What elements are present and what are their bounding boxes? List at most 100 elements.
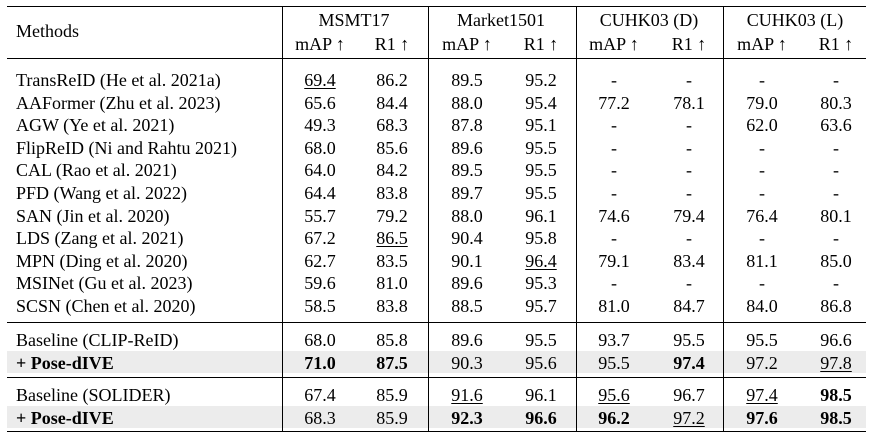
method-name: + Pose-dIVE	[16, 407, 114, 428]
metric-value: 84.2	[376, 160, 408, 181]
group-rule	[7, 377, 866, 378]
metric-value: -	[833, 273, 839, 294]
metric-header-map: mAP ↑	[589, 34, 639, 54]
metric-value: 89.5	[451, 160, 483, 181]
metric-header-map: mAP ↑	[442, 34, 492, 54]
metric-value: 95.5	[525, 330, 557, 350]
metric-value: -	[686, 273, 692, 294]
metric-value: 89.6	[451, 330, 483, 350]
metric-value: 84.7	[673, 296, 705, 316]
metric-value: 68.0	[304, 330, 336, 350]
metric-value: 88.5	[451, 296, 483, 316]
metric-value: 95.5	[673, 330, 705, 350]
metric-value: 80.1	[820, 205, 852, 226]
metric-value: 96.6	[820, 330, 852, 350]
metric-value: 64.4	[304, 183, 336, 203]
metric-value: 95.5	[746, 330, 778, 350]
metric-value: -	[611, 115, 617, 136]
metric-value: 69.4	[304, 70, 336, 90]
metric-header-r1: R1 ↑	[523, 34, 559, 54]
metric-value: 97.2	[746, 352, 778, 373]
metric-value: 85.0	[820, 250, 852, 271]
metric-value: 93.7	[598, 330, 630, 350]
metric-value: -	[611, 160, 617, 181]
metric-value: 65.6	[304, 92, 336, 113]
metric-value: -	[833, 160, 839, 181]
metric-value: 89.6	[451, 137, 483, 158]
method-name: TransReID (He et al. 2021a)	[16, 70, 221, 90]
metric-value: 80.3	[820, 92, 852, 113]
metric-value: 84.0	[746, 296, 778, 316]
method-name: SCSN (Chen et al. 2020)	[16, 296, 196, 316]
header-rule	[7, 58, 866, 59]
metric-value: 68.3	[304, 407, 336, 428]
dataset-header-cuhk03-l: CUHK03 (L)	[746, 10, 844, 30]
metric-value: 96.7	[673, 385, 705, 405]
metric-value: 85.8	[376, 330, 408, 350]
metric-header-r1: R1 ↑	[374, 34, 410, 54]
metric-value: 95.2	[525, 70, 557, 90]
metric-value: 83.4	[673, 250, 705, 271]
metric-value: 58.5	[304, 296, 336, 316]
metric-value: 64.0	[304, 160, 336, 181]
dataset-header-cuhk03-d: CUHK03 (D)	[599, 10, 699, 30]
metric-value: 79.1	[598, 250, 630, 271]
metric-value: 96.4	[525, 250, 557, 271]
column-rule	[576, 6, 577, 431]
metric-value: -	[686, 228, 692, 249]
metric-value: 95.7	[525, 296, 557, 316]
metric-value: 95.5	[525, 160, 557, 181]
highlight-row-bg	[7, 350, 866, 374]
group-rule	[7, 322, 866, 323]
metric-header-r1: R1 ↑	[671, 34, 707, 54]
metric-value: 78.1	[673, 92, 705, 113]
metric-value: 87.8	[451, 115, 483, 136]
metric-value: 59.6	[304, 273, 336, 294]
metric-value: 96.2	[598, 407, 630, 428]
metric-header-map: mAP ↑	[295, 34, 345, 54]
metric-value: 81.0	[376, 273, 408, 294]
metric-value: -	[611, 70, 617, 90]
metric-value: -	[611, 137, 617, 158]
metric-value: 95.8	[525, 228, 557, 249]
metric-value: 97.8	[820, 352, 852, 373]
method-name: CAL (Rao et al. 2021)	[16, 160, 177, 181]
metric-value: 98.5	[820, 385, 852, 405]
metric-value: 98.5	[820, 407, 852, 428]
metric-value: 83.5	[376, 250, 408, 271]
metric-value: -	[611, 228, 617, 249]
metric-value: 81.1	[746, 250, 778, 271]
metric-value: 67.2	[304, 228, 336, 249]
metric-value: -	[686, 160, 692, 181]
method-name: SAN (Jin et al. 2020)	[16, 205, 170, 226]
metric-value: 71.0	[304, 352, 336, 373]
metric-value: -	[686, 70, 692, 90]
metric-value: 97.4	[673, 352, 705, 373]
top-rule	[7, 6, 866, 7]
metric-value: 96.6	[525, 407, 557, 428]
method-name: MSINet (Gu et al. 2023)	[16, 273, 193, 294]
metric-value: 90.3	[451, 352, 483, 373]
metric-value: 95.6	[525, 352, 557, 373]
metric-value: 68.0	[304, 137, 336, 158]
metric-value: 76.4	[746, 205, 778, 226]
metric-value: -	[759, 137, 765, 158]
metric-value: 96.1	[525, 205, 557, 226]
dataset-header-msmt17: MSMT17	[318, 10, 390, 30]
column-rule	[723, 6, 724, 431]
method-name: Baseline (CLIP-ReID)	[16, 330, 179, 350]
metric-value: 89.5	[451, 70, 483, 90]
dataset-header-market1501: Market1501	[457, 10, 545, 30]
metric-value: 85.6	[376, 137, 408, 158]
metric-value: 97.2	[673, 407, 705, 428]
metric-value: 95.3	[525, 273, 557, 294]
metric-value: 63.6	[820, 115, 852, 136]
metric-value: 92.3	[451, 407, 483, 428]
metric-header-r1: R1 ↑	[818, 34, 854, 54]
method-name: AAFormer (Zhu et al. 2023)	[16, 92, 221, 113]
metric-value: 90.1	[451, 250, 483, 271]
metric-value: -	[759, 160, 765, 181]
metric-value: 83.8	[376, 183, 408, 203]
metric-value: -	[686, 115, 692, 136]
metric-header-map: mAP ↑	[737, 34, 787, 54]
